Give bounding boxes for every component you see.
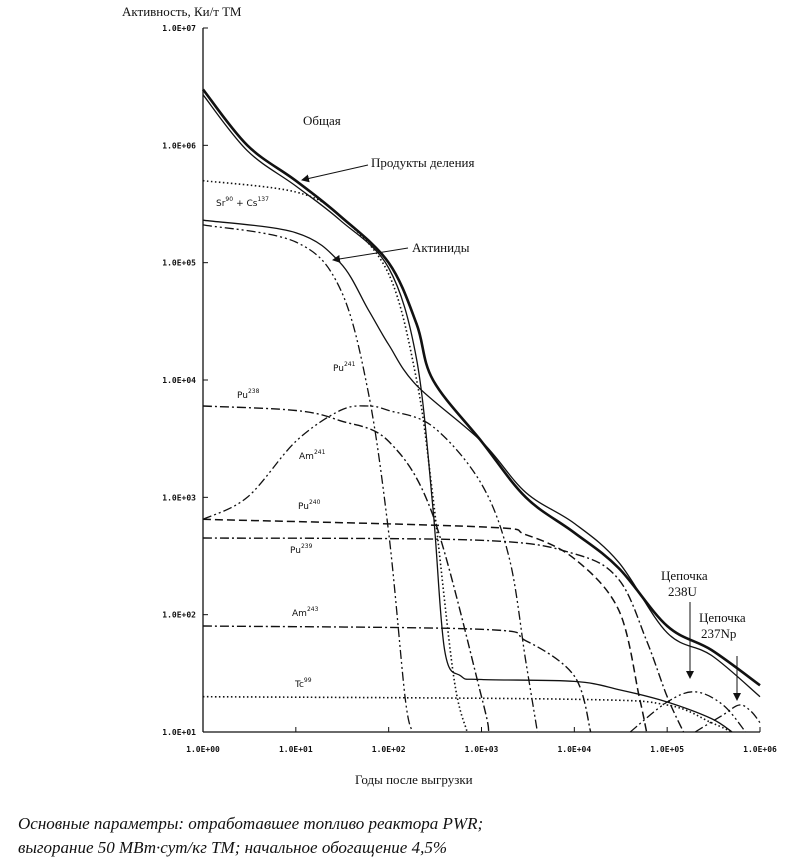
label-chain-237np: 237Np xyxy=(701,626,736,641)
x-tick-label: 1.0E+00 xyxy=(186,745,220,754)
label-actinides: Актиниды xyxy=(412,240,470,255)
label-sr-cs: Sr90 + Cs137 xyxy=(216,196,269,209)
label-chain-238u: 238U xyxy=(668,584,698,599)
y-tick-label: 1.0E+01 xyxy=(162,728,196,737)
label-sr-sup: 90 xyxy=(225,196,233,203)
x-tick-label: 1.0E+05 xyxy=(650,745,684,754)
label-cs-sup: 137 xyxy=(257,196,269,203)
y-tick-label: 1.0E+05 xyxy=(162,259,196,268)
label-pu238: Pu238 xyxy=(237,388,260,401)
x-axis-title: Годы после выгрузки xyxy=(355,772,473,787)
y-tick-label: 1.0E+07 xyxy=(162,24,196,33)
arrow-fission-products xyxy=(301,164,369,183)
series-line-общая xyxy=(201,88,761,687)
label-cs-base: + Cs xyxy=(236,199,258,209)
x-tick-label: 1.0E+06 xyxy=(743,745,777,754)
label-pu240: Pu240 xyxy=(298,499,321,512)
caption-line-1: Основные параметры: отработавшее топливо… xyxy=(18,814,484,833)
series-line-pu241 xyxy=(202,224,414,733)
axis-ticks xyxy=(202,27,761,733)
y-tick-label: 1.0E+06 xyxy=(162,141,196,150)
series-line-am241 xyxy=(202,405,539,733)
y-axis-title: Активность, Ки/т ТМ xyxy=(122,4,242,19)
y-tick-label: 1.0E+04 xyxy=(162,376,196,385)
series-line-pu239 xyxy=(202,537,685,733)
series-line-tc99 xyxy=(202,695,733,733)
label-pu241: Pu241 xyxy=(333,361,356,374)
caption-line-2: выгорание 50 МВт·сут/кг ТМ; начальное об… xyxy=(18,838,447,857)
series-line-am243 xyxy=(202,625,592,733)
y-tick-labels: 1.0E+01 1.0E+02 1.0E+03 1.0E+04 1.0E+05 1.0E+… xyxy=(162,24,196,737)
series-line-pu238 xyxy=(202,405,490,733)
label-am241: Am241 xyxy=(299,449,326,462)
x-tick-labels: 1.0E+00 1.0E+01 1.0E+02 1.0E+03 1.0E+04 1.0E+… xyxy=(186,745,777,754)
series-line-sr90-+-cs137 xyxy=(202,179,468,733)
figure-caption: Основные параметры: отработавшее топливо… xyxy=(18,812,778,860)
label-fission-products: Продукты деления xyxy=(371,155,474,170)
series-group xyxy=(201,88,761,733)
x-tick-label: 1.0E+02 xyxy=(372,745,406,754)
y-tick-label: 1.0E+03 xyxy=(162,493,196,502)
series-line-pu240 xyxy=(202,518,648,733)
label-total: Общая xyxy=(303,113,341,128)
label-pu239: Pu239 xyxy=(290,543,313,556)
series-line-продукты-деления xyxy=(202,94,733,733)
series-line-цепочка-237np xyxy=(694,704,761,733)
series-line-цепочка-238u xyxy=(629,691,747,733)
label-am243: Am243 xyxy=(292,606,319,619)
label-sr-base: Sr xyxy=(216,199,226,209)
series-line-актиниды xyxy=(202,219,761,698)
x-tick-label: 1.0E+03 xyxy=(465,745,499,754)
label-chain-238u-title: Цепочка xyxy=(661,568,708,583)
x-tick-label: 1.0E+04 xyxy=(557,745,591,754)
activity-chart: Активность, Ки/т ТМ 1.0E+011.0E+021.0E+0… xyxy=(122,4,777,787)
x-tick-label: 1.0E+01 xyxy=(279,745,313,754)
label-tc99: Tc99 xyxy=(294,677,312,690)
arrow-actinides xyxy=(332,247,409,263)
y-tick-label: 1.0E+02 xyxy=(162,611,196,620)
label-chain-237np-title: Цепочка xyxy=(699,610,746,625)
